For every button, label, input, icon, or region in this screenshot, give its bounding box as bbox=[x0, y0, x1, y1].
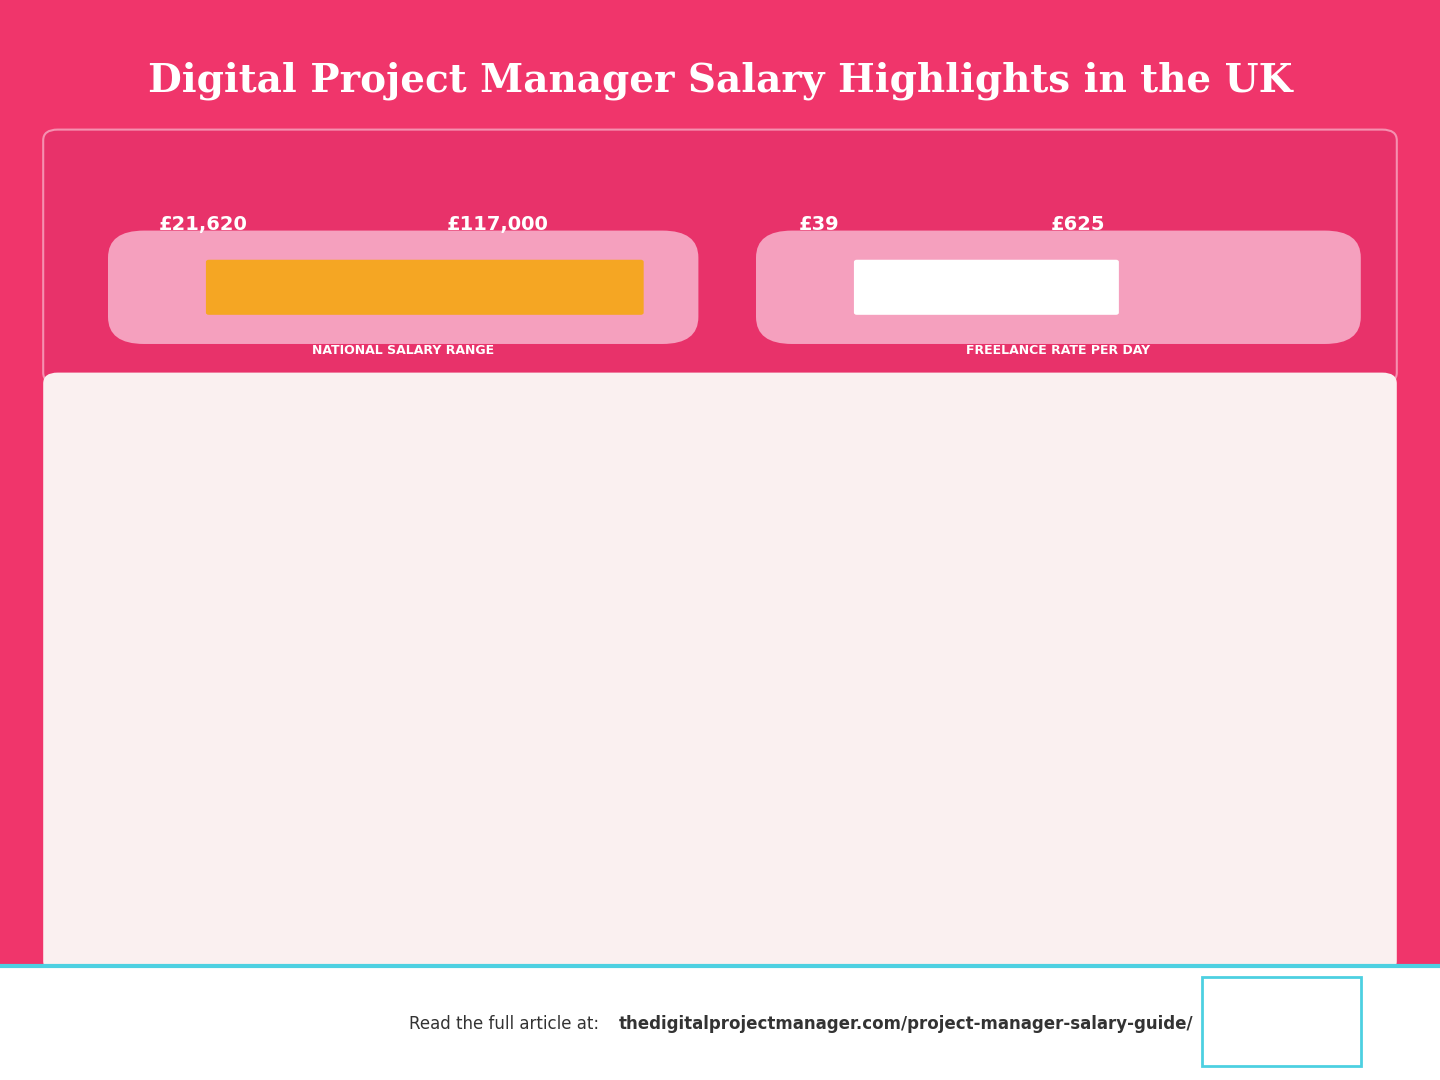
Text: £44,322: £44,322 bbox=[680, 648, 737, 661]
Text: £54,424: £54,424 bbox=[760, 591, 818, 604]
Bar bbox=[435, 698, 516, 918]
Bar bbox=[1133, 562, 1214, 918]
Text: £21,620: £21,620 bbox=[158, 215, 248, 234]
Text: £56,250: £56,250 bbox=[912, 580, 969, 593]
Bar bbox=[202, 742, 284, 918]
Title: AVERAGE PM SALARIES COMPARED TO 2019: AVERAGE PM SALARIES COMPARED TO 2019 bbox=[508, 365, 989, 384]
Text: £32,158: £32,158 bbox=[295, 717, 353, 730]
Bar bbox=[1214, 477, 1296, 918]
Text: Read the full article at:: Read the full article at: bbox=[409, 1015, 605, 1032]
Text: £39,468: £39,468 bbox=[528, 675, 585, 688]
Text: Digital Project Manager Salary Highlights in the UK: Digital Project Manager Salary Highlight… bbox=[148, 62, 1292, 100]
Bar bbox=[516, 693, 598, 918]
Bar bbox=[900, 597, 982, 918]
Text: £30,900: £30,900 bbox=[215, 725, 271, 738]
Text: thedigitalprojectmanager.com/project-manager-salary-guide/: thedigitalprojectmanager.com/project-man… bbox=[619, 1015, 1194, 1032]
Bar bbox=[667, 665, 749, 918]
Text: £625: £625 bbox=[1051, 215, 1106, 234]
Bar bbox=[749, 608, 831, 918]
Bar bbox=[982, 529, 1063, 918]
Text: £117,000: £117,000 bbox=[446, 215, 549, 234]
Text: NATIONAL SALARY RANGE: NATIONAL SALARY RANGE bbox=[312, 343, 494, 357]
Text: £38,590: £38,590 bbox=[446, 680, 504, 693]
Bar bbox=[284, 734, 364, 918]
Text: £68,226: £68,226 bbox=[994, 512, 1051, 525]
Text: £39: £39 bbox=[799, 215, 840, 234]
Text: dpm: dpm bbox=[1259, 1010, 1305, 1034]
Text: £62,500: £62,500 bbox=[1145, 544, 1202, 557]
Text: FREELANCE RATE PER DAY: FREELANCE RATE PER DAY bbox=[966, 343, 1151, 357]
Legend: 2019, 2020: 2019, 2020 bbox=[128, 413, 230, 487]
Text: £77,233: £77,233 bbox=[1227, 460, 1283, 473]
